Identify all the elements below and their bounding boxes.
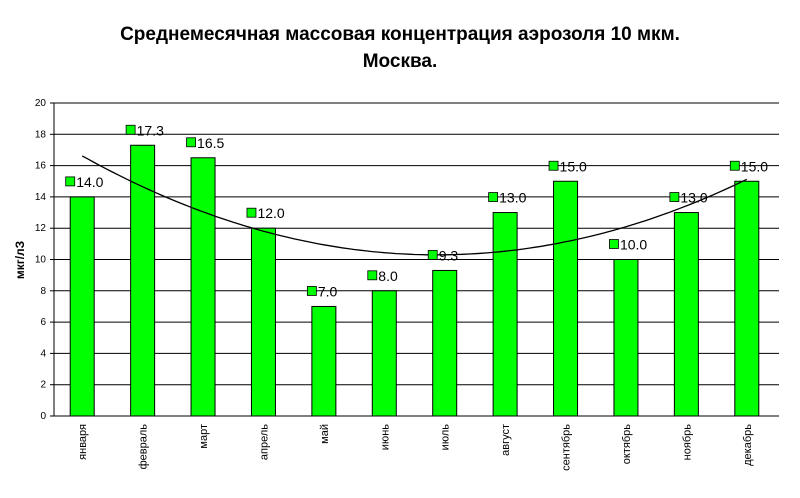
x-category-label: март (198, 424, 210, 449)
label-marker (729, 160, 740, 171)
bar (69, 196, 95, 417)
bar (613, 259, 639, 417)
data-label: 15.0 (560, 158, 587, 174)
x-category-label: август (500, 424, 512, 456)
bar (492, 212, 518, 417)
label-marker (246, 207, 257, 218)
bar (250, 227, 276, 417)
data-label: 16.5 (197, 135, 224, 151)
bar (371, 290, 397, 417)
y-tick-label: 12 (35, 223, 47, 234)
x-category-label: сентябрь (561, 424, 573, 471)
bar (190, 157, 216, 417)
label-marker (367, 270, 378, 281)
x-category-label: май (319, 424, 331, 444)
y-tick-label: 14 (35, 192, 47, 203)
x-axis-categories: января февраль март апрель май июнь июль август… (77, 424, 754, 471)
y-axis-ticks: 0 2 4 6 8 10 12 14 16 18 20 (35, 98, 47, 422)
data-label: 9.3 (439, 247, 459, 263)
x-category-label: февраль (138, 424, 150, 470)
label-marker (669, 192, 680, 202)
data-label: 14.0 (76, 174, 103, 190)
label-marker (488, 192, 499, 202)
data-labels: 14.0 17.3 16.5 12.0 7.0 8.0 9.3 13.0 15.0 10.0 13.… (65, 122, 768, 299)
label-marker (186, 137, 196, 148)
bar (432, 269, 458, 417)
label-marker (65, 176, 76, 187)
y-tick-label: 8 (40, 286, 46, 297)
chart-title: Среднемесячная массовая концентрация аэр… (120, 24, 680, 45)
x-category-label: июль (440, 424, 452, 451)
data-label: 8.0 (378, 268, 398, 284)
bar (311, 305, 337, 417)
bar (553, 180, 579, 417)
trendline (81, 155, 748, 256)
data-label: 13.0 (499, 190, 526, 206)
y-tick-label: 4 (40, 348, 46, 359)
bar (734, 180, 760, 417)
data-label: 17.3 (137, 122, 164, 138)
gridlines (50, 102, 779, 417)
y-tick-label: 2 (40, 380, 46, 391)
data-label: 7.0 (318, 283, 338, 299)
y-axis-label: мкг/лЗ (13, 241, 27, 279)
chart-subtitle: Москва. (362, 51, 438, 72)
bar (130, 144, 156, 417)
x-category-label: января (77, 424, 89, 460)
label-marker (609, 239, 619, 249)
data-label: 12.0 (257, 205, 284, 221)
data-label: 13.0 (680, 190, 707, 206)
y-tick-label: 0 (40, 411, 46, 422)
x-category-label: ноябрь (681, 424, 693, 461)
x-category-label: апрель (258, 424, 270, 460)
data-label: 10.0 (620, 237, 647, 253)
bar (673, 212, 699, 417)
y-tick-label: 6 (40, 317, 46, 328)
label-marker (306, 286, 317, 296)
bars (69, 144, 760, 417)
y-tick-label: 20 (35, 98, 47, 109)
label-marker (427, 250, 438, 260)
label-marker (548, 160, 559, 171)
y-tick-label: 10 (35, 255, 47, 266)
x-category-label: декабрь (742, 424, 754, 466)
trend-line (81, 155, 748, 256)
label-marker (125, 124, 136, 135)
x-category-label: июнь (379, 424, 391, 450)
y-tick-label: 16 (35, 161, 47, 172)
x-category-label: октябрь (621, 424, 633, 464)
y-tick-label: 18 (35, 129, 47, 140)
data-label: 15.0 (741, 158, 768, 174)
